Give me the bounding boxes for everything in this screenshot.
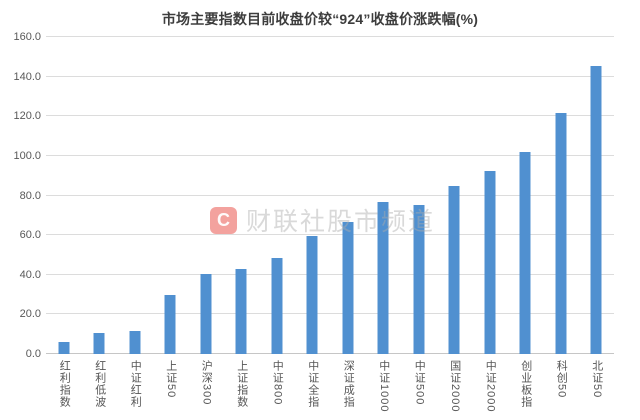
x-tick-label: 中证1000 bbox=[377, 360, 390, 413]
bar-slot bbox=[117, 37, 153, 354]
y-tick-label: 120.0 bbox=[13, 110, 41, 123]
bar bbox=[377, 202, 389, 354]
bar-slot bbox=[188, 37, 224, 354]
bar bbox=[342, 222, 354, 354]
y-tick-label: 20.0 bbox=[19, 308, 41, 321]
bar bbox=[519, 152, 531, 354]
bar-slot bbox=[366, 37, 402, 354]
x-tick-label: 中证2000 bbox=[484, 360, 497, 413]
x-label-slot: 中证800 bbox=[259, 360, 295, 420]
bar-slot bbox=[472, 37, 508, 354]
x-tick-label: 红利低波 bbox=[93, 360, 106, 408]
x-tick-label: 红利指数 bbox=[58, 360, 71, 408]
x-tick-label: 中证全指 bbox=[306, 360, 319, 408]
bar-slot bbox=[259, 37, 295, 354]
x-axis-category-labels: 红利指数 红利低波 中证红利 上证50 沪深300 上证指数 中证800 中证全指 深证成指 中证… bbox=[46, 360, 614, 420]
bar-series bbox=[46, 37, 614, 354]
x-label-slot: 中证全指 bbox=[295, 360, 331, 420]
x-tick-label: 沪深300 bbox=[200, 360, 213, 406]
y-tick-label: 0.0 bbox=[25, 348, 41, 360]
x-label-slot: 中证2000 bbox=[472, 360, 508, 420]
gridline bbox=[46, 273, 614, 275]
gridline bbox=[46, 36, 614, 37]
x-label-slot: 中证红利 bbox=[117, 360, 153, 420]
bar-slot bbox=[330, 37, 366, 354]
gridline bbox=[46, 115, 614, 117]
y-axis-tick-labels: 0.0 20.0 40.0 60.0 80.0 100.0 120.0 140.0 160.0 bbox=[0, 31, 41, 360]
plot-area: C 财联社股市频道 bbox=[46, 36, 614, 354]
x-tick-label: 科创50 bbox=[555, 360, 568, 399]
x-label-slot: 中证1000 bbox=[366, 360, 402, 420]
bar bbox=[164, 294, 176, 354]
bar bbox=[58, 342, 70, 354]
x-tick-label: 中证800 bbox=[271, 360, 284, 406]
x-label-slot: 红利低波 bbox=[82, 360, 118, 420]
gridline bbox=[46, 353, 614, 354]
x-tick-label: 国证2000 bbox=[448, 360, 461, 413]
bar bbox=[271, 257, 283, 354]
y-tick-label: 160.0 bbox=[13, 31, 41, 43]
bar-slot bbox=[46, 37, 82, 354]
x-label-slot: 创业板指 bbox=[508, 360, 544, 420]
bar bbox=[235, 269, 247, 354]
x-tick-label: 中证500 bbox=[413, 360, 426, 406]
bar-slot bbox=[508, 37, 544, 354]
y-tick-label: 80.0 bbox=[19, 189, 41, 202]
x-tick-label: 深证成指 bbox=[342, 360, 355, 408]
bar-slot bbox=[295, 37, 331, 354]
bar bbox=[555, 112, 567, 354]
x-tick-label: 上证50 bbox=[164, 360, 177, 399]
x-label-slot: 中证500 bbox=[401, 360, 437, 420]
x-label-slot: 红利指数 bbox=[46, 360, 82, 420]
y-tick-label: 40.0 bbox=[19, 268, 41, 281]
bar bbox=[200, 274, 212, 354]
x-tick-label: 创业板指 bbox=[519, 360, 532, 408]
x-tick-label: 上证指数 bbox=[235, 360, 248, 408]
bar-slot bbox=[401, 37, 437, 354]
y-tick-label: 60.0 bbox=[19, 229, 41, 242]
bar bbox=[129, 331, 141, 354]
bar bbox=[413, 204, 425, 354]
gridline bbox=[46, 194, 614, 196]
x-label-slot: 沪深300 bbox=[188, 360, 224, 420]
bar bbox=[590, 66, 602, 354]
chart-title: 市场主要指数目前收盘价较“924”收盘价涨跌幅(%) bbox=[161, 11, 479, 27]
gridline bbox=[46, 234, 614, 236]
x-label-slot: 深证成指 bbox=[330, 360, 366, 420]
gridline bbox=[46, 154, 614, 156]
bar-slot bbox=[82, 37, 118, 354]
y-tick-label: 100.0 bbox=[13, 149, 41, 162]
x-tick-label: 中证红利 bbox=[129, 360, 142, 408]
x-label-slot: 上证指数 bbox=[224, 360, 260, 420]
x-label-slot: 北证50 bbox=[579, 360, 615, 420]
x-label-slot: 上证50 bbox=[153, 360, 189, 420]
gridline bbox=[46, 75, 614, 77]
bar bbox=[93, 333, 105, 354]
bar-slot bbox=[437, 37, 473, 354]
bar-slot bbox=[543, 37, 579, 354]
bar-slot bbox=[579, 37, 615, 354]
x-label-slot: 科创50 bbox=[543, 360, 579, 420]
bar-slot bbox=[224, 37, 260, 354]
x-tick-label: 北证50 bbox=[590, 360, 603, 399]
x-label-slot: 国证2000 bbox=[437, 360, 473, 420]
bar bbox=[484, 171, 496, 354]
gridline bbox=[46, 313, 614, 315]
bar-slot bbox=[153, 37, 189, 354]
bar bbox=[448, 186, 460, 354]
bar bbox=[306, 236, 318, 354]
y-tick-label: 140.0 bbox=[13, 70, 41, 83]
